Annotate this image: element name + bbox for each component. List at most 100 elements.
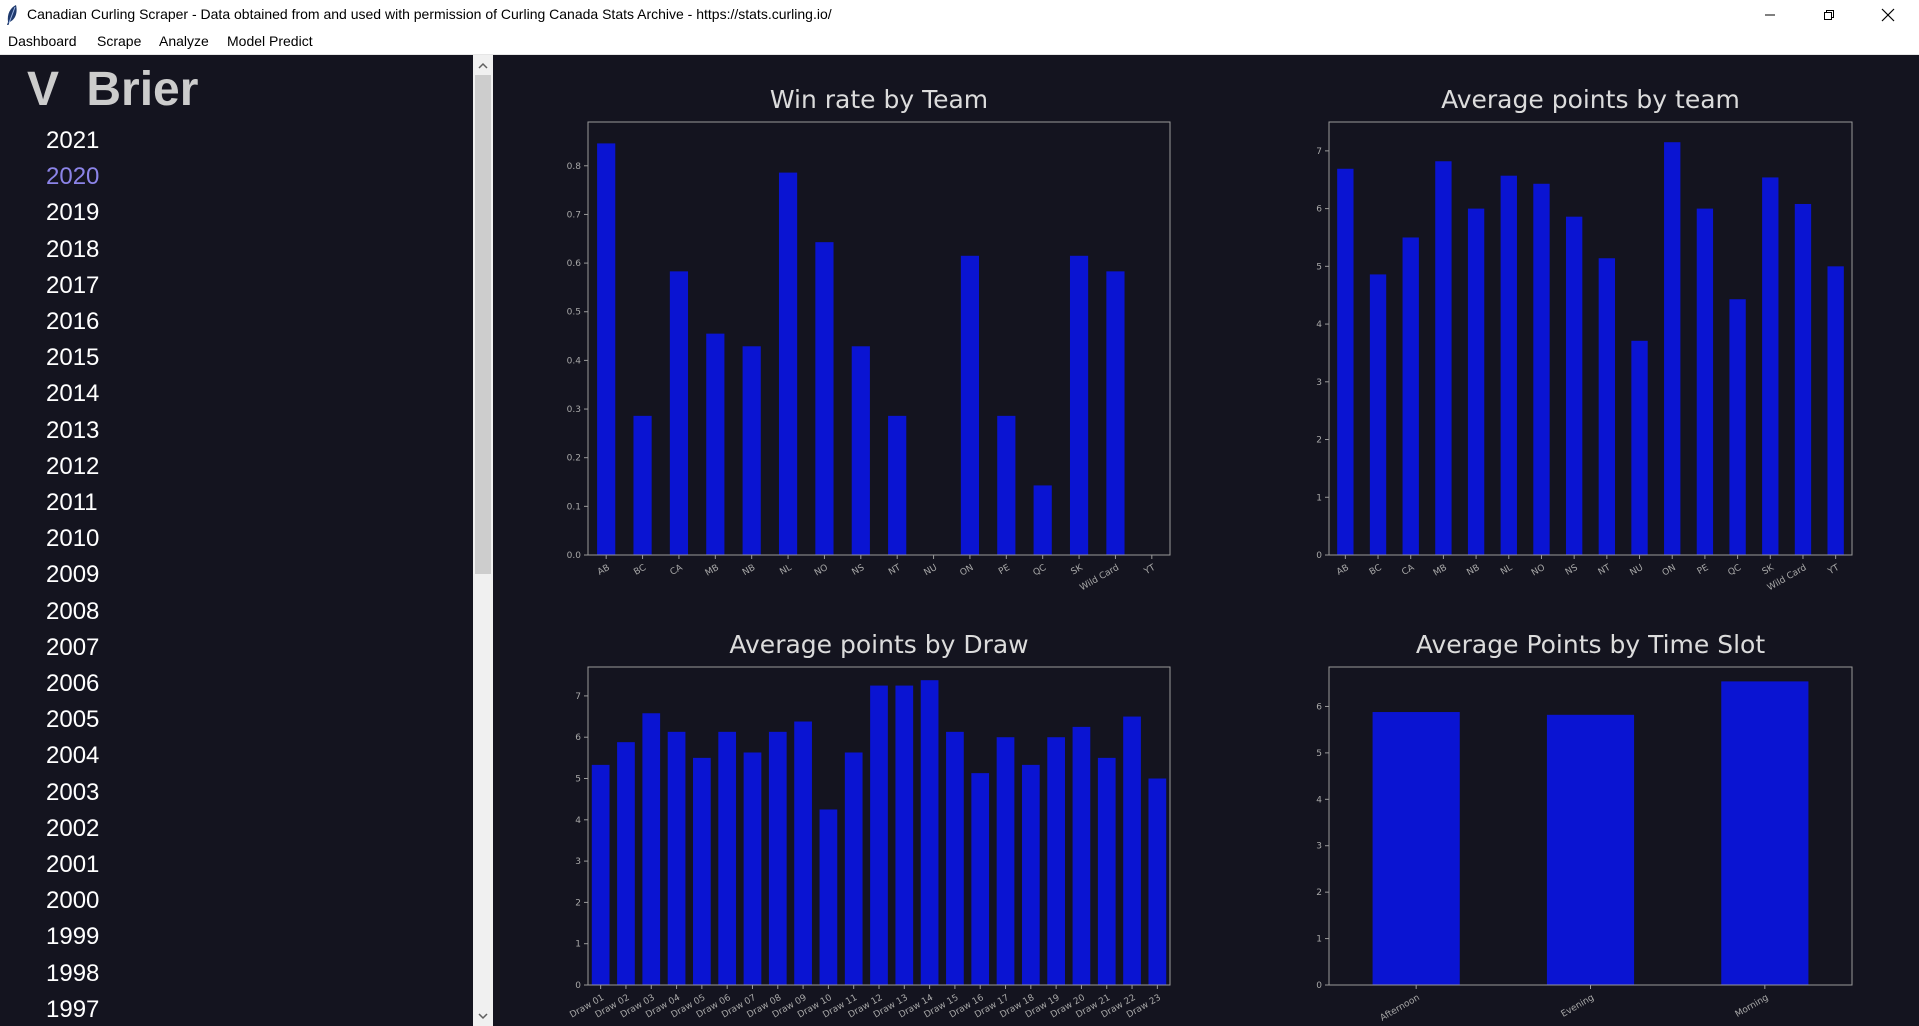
chart-2-bar-draw-21	[1097, 757, 1116, 985]
chart-3-xtick-label: Evening	[1560, 993, 1596, 1020]
close-button[interactable]	[1865, 0, 1911, 30]
chart-1-xtick-label: NL	[1499, 563, 1514, 578]
sidebar-item-2017[interactable]: 2017	[46, 271, 100, 299]
chart-0-bar-no	[815, 242, 834, 555]
chart-1-bar-on	[1664, 142, 1681, 555]
chart-0-ytick-label: 0.3	[567, 405, 581, 415]
sidebar-item-2016[interactable]: 2016	[46, 308, 100, 335]
chart-1-ytick-label: 5	[1316, 262, 1322, 272]
chart-1-bar-wild-card	[1794, 203, 1812, 556]
sidebar-item-2011[interactable]: 2011	[46, 489, 98, 516]
chart-1-xtick-label: PE	[1696, 563, 1711, 577]
sidebar-item-2013[interactable]: 2013	[46, 416, 100, 444]
sidebar-item-2012[interactable]: 2012	[46, 452, 100, 480]
scroll-thumb[interactable]	[475, 75, 491, 574]
chart-2-bar-draw-12	[870, 685, 888, 985]
chart-2-bar-draw-01	[591, 764, 610, 985]
chart-0-xtick-label: NB	[741, 563, 757, 578]
sidebar-item-2015[interactable]: 2015	[46, 344, 100, 372]
chart-2-ytick-label: 2	[575, 898, 581, 908]
sidebar-item-2009[interactable]: 2009	[46, 561, 100, 589]
chart-0-xtick-label: NU	[923, 563, 940, 578]
chart-2-ytick-label: 4	[575, 816, 581, 826]
chart-1-ytick-label: 3	[1316, 378, 1322, 388]
menu-dashboard[interactable]: Dashboard	[8, 33, 77, 49]
chart-2-bar-draw-17	[996, 737, 1015, 985]
chart-0-bar-wild-card	[1106, 271, 1125, 555]
chart-2-bar-draw-11	[844, 752, 863, 985]
sidebar-item-2018[interactable]: 2018	[46, 235, 100, 263]
sidebar-item-2005[interactable]: 2005	[46, 706, 100, 734]
chart-0-xtick-label: NO	[813, 563, 830, 579]
sidebar-item-2008[interactable]: 2008	[46, 597, 100, 625]
sidebar-item-2019[interactable]: 2019	[46, 199, 100, 227]
chart-1-bar-ca	[1402, 237, 1419, 555]
sidebar-item-2004[interactable]: 2004	[46, 742, 100, 770]
chart-0-ytick-label: 0.2	[567, 454, 581, 464]
restore-button[interactable]	[1806, 0, 1852, 30]
chart-0-bar-pe	[997, 415, 1016, 555]
chart-0-ytick-label: 0.8	[567, 162, 582, 172]
sidebar-scrollbar[interactable]	[473, 55, 493, 1026]
chart-title-average-points-by-team: Average points by team	[1441, 85, 1740, 114]
minimize-button[interactable]	[1747, 0, 1793, 30]
menu-scrape[interactable]: Scrape	[97, 33, 142, 49]
chart-2-bar-draw-13	[895, 685, 914, 985]
sidebar-item-2002[interactable]: 2002	[46, 814, 100, 842]
sidebar-item-2003[interactable]: 2003	[46, 778, 100, 806]
chart-1-bar-pe	[1696, 208, 1714, 555]
chart-1-xtick-label: NO	[1530, 563, 1547, 579]
chart-2-ytick-label: 6	[575, 733, 581, 743]
chart-0-bar-ns	[851, 346, 870, 555]
chart-0-xtick-label: YT	[1142, 563, 1158, 578]
sidebar-item-2000[interactable]: 2000	[46, 887, 100, 915]
chart-0-bar-qc	[1033, 485, 1052, 555]
chart-1-xtick-label: QC	[1727, 563, 1744, 578]
chart-1-xtick-label: NS	[1564, 563, 1580, 578]
chart-1-bar-no	[1533, 183, 1550, 556]
sidebar-item-2020[interactable]: 2020	[46, 163, 100, 191]
chart-1-bar-nl	[1500, 175, 1517, 555]
chart-1-bar-yt	[1827, 266, 1844, 555]
chart-1-xtick-label: MB	[1432, 563, 1449, 579]
dashboard-charts: Win rate by Team 0.0 0.1 0.2 0.3 0.4 0.5 0.6 0.7…	[493, 55, 1919, 1026]
chart-0-xtick-label: CA	[669, 563, 686, 578]
collapse-toggle-icon[interactable]: V	[27, 63, 60, 116]
close-icon	[1881, 8, 1895, 22]
chart-0-xtick-label: Wild Card	[1078, 563, 1121, 593]
chart-3-xtick-label: Afternoon	[1379, 993, 1422, 1024]
chart-2-bar-draw-22	[1123, 716, 1141, 985]
sidebar-item-1999[interactable]: 1999	[46, 923, 100, 951]
tree-header-brier[interactable]: V Brier	[27, 61, 198, 119]
chart-0-bar-sk	[1069, 255, 1089, 556]
chart-3-ytick-label: 3	[1316, 842, 1322, 852]
scroll-up-icon[interactable]	[473, 57, 493, 74]
chart-2-bar-draw-18	[1021, 764, 1040, 985]
menu-model-predict[interactable]: Model Predict	[227, 33, 313, 49]
sidebar-item-2021[interactable]: 2021	[46, 127, 100, 154]
chart-2-bar-draw-16	[971, 773, 990, 985]
chart-1-ytick-label: 0	[1316, 551, 1322, 561]
chart-2-bar-draw-06	[718, 731, 737, 985]
chart-0-bar-ab	[597, 143, 616, 555]
sidebar-item-2014[interactable]: 2014	[46, 380, 100, 408]
feather-icon	[7, 5, 17, 25]
chart-1-xtick-label: AB	[1335, 563, 1351, 578]
tree-header-label: Brier	[86, 63, 199, 116]
sidebar-item-1997[interactable]: 1997	[46, 995, 100, 1023]
menu-analyze[interactable]: Analyze	[159, 33, 209, 49]
chart-0-bar-bc	[633, 415, 652, 555]
chart-2-bar-draw-08	[768, 731, 787, 985]
sidebar-item-2010[interactable]: 2010	[46, 525, 100, 553]
sidebar-item-2007[interactable]: 2007	[46, 633, 100, 661]
sidebar-item-2006[interactable]: 2006	[46, 670, 100, 697]
chart-0-bar-nt	[888, 415, 907, 555]
chart-1-ytick-label: 1	[1316, 493, 1322, 503]
scroll-down-icon[interactable]	[473, 1008, 493, 1025]
chart-2-bar-draw-05	[693, 757, 711, 985]
chart-1-ytick-label: 2	[1316, 436, 1322, 446]
chart-0-bar-nl	[778, 172, 798, 555]
sidebar-item-2001[interactable]: 2001	[46, 851, 100, 878]
chart-1-xtick-label: BC	[1368, 563, 1384, 578]
sidebar-item-1998[interactable]: 1998	[46, 959, 100, 987]
